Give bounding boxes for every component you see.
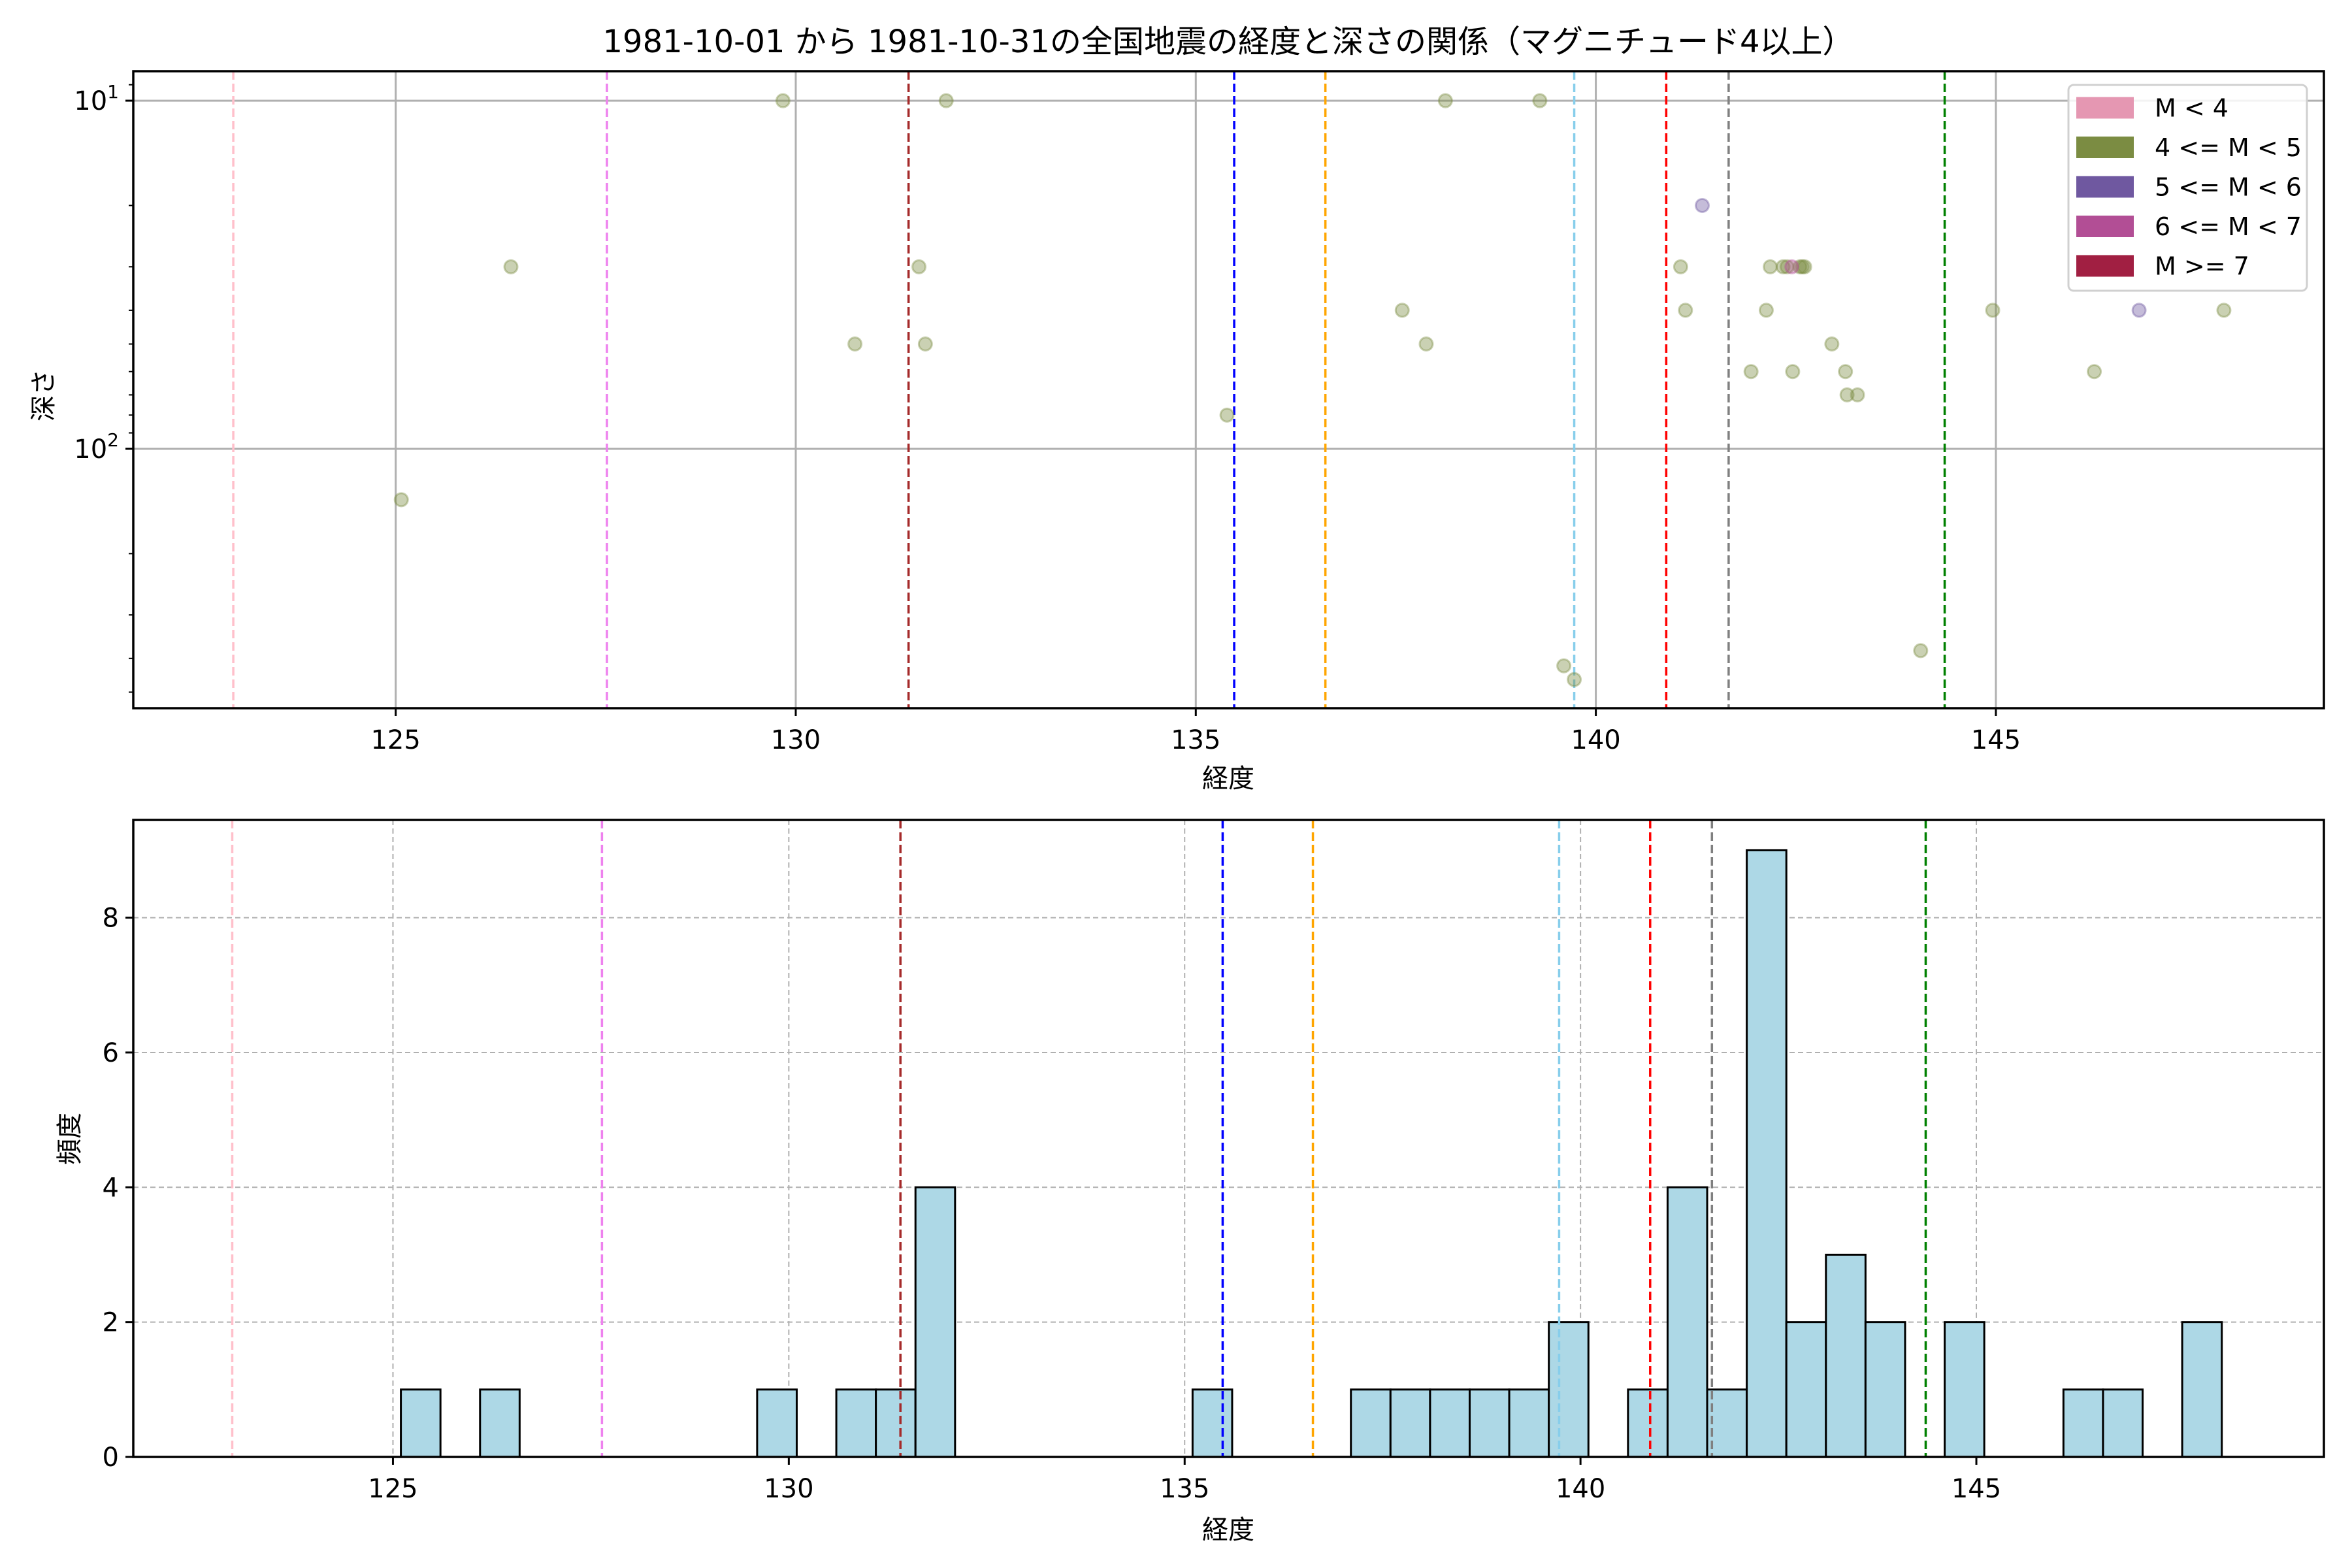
data-point <box>1784 259 1800 274</box>
legend-swatch <box>2076 176 2134 198</box>
x-tick-label: 135 <box>1160 1474 1209 1504</box>
data-point <box>2087 364 2102 380</box>
histogram-bar <box>1825 1253 1867 1458</box>
histogram-bar <box>1666 1186 1708 1458</box>
legend-box <box>2067 84 2308 292</box>
histogram-bar <box>1548 1321 1590 1458</box>
data-point <box>1797 259 1812 274</box>
y-tick-label: 2 <box>103 1308 119 1338</box>
data-point <box>1219 407 1235 423</box>
legend-swatch <box>2076 97 2134 119</box>
y-tick-label: 4 <box>103 1173 119 1203</box>
data-point <box>917 336 933 352</box>
legend-label: 5 <= M < 6 <box>2155 173 2302 202</box>
data-point <box>1985 302 2001 318</box>
histogram-bar <box>1706 1388 1748 1458</box>
data-point <box>847 336 863 352</box>
histogram-bar <box>1429 1388 1471 1458</box>
legend: M < 4 4 <= M < 5 5 <= M < 6 6 <= M < 7 M >= … <box>2067 84 2308 292</box>
legend-label: M >= 7 <box>2155 252 2249 281</box>
histogram-y-axis-label: 頻度 <box>55 1113 85 1165</box>
y-tick-label: 101 <box>74 81 119 116</box>
histogram-bar <box>1785 1321 1827 1458</box>
histogram-bar <box>1191 1388 1233 1458</box>
scatter-y-axis-label: 深さ <box>29 369 59 421</box>
histogram-bar <box>1350 1388 1392 1458</box>
histogram-bar <box>875 1388 917 1458</box>
legend-label: M < 4 <box>2155 94 2229 123</box>
y-tick-label: 6 <box>103 1038 119 1068</box>
histogram-chart: 125 130 135 140 145 0 2 4 6 8 <box>103 819 2325 1504</box>
data-point <box>1850 387 1865 402</box>
x-tick-label: 135 <box>1171 725 1220 755</box>
histogram-bar <box>835 1388 877 1458</box>
legend-swatch <box>2076 216 2134 237</box>
data-point <box>1785 364 1801 380</box>
data-point <box>1795 259 1810 274</box>
data-point <box>1913 643 1929 659</box>
plot-frame <box>132 70 2325 710</box>
histogram-bar <box>1389 1388 1431 1458</box>
scatter-chart: 125 130 135 140 145 101 102 M < 4 4 <= M < 5 5 <=… <box>74 70 2325 755</box>
data-point <box>393 492 409 508</box>
scatter-x-axis-label: 経度 <box>1202 764 1254 794</box>
data-point <box>1694 197 1710 213</box>
x-tick-label: 125 <box>368 1474 417 1504</box>
data-point <box>1532 93 1548 108</box>
x-tick-label: 130 <box>771 725 821 755</box>
data-point <box>1838 364 1854 380</box>
legend-swatch <box>2076 255 2134 277</box>
data-point <box>1763 259 1778 274</box>
histogram-bar <box>1627 1388 1669 1458</box>
data-point <box>1673 259 1688 274</box>
x-tick-label: 145 <box>1971 725 2021 755</box>
histogram-bar <box>400 1388 442 1458</box>
x-tick-label: 145 <box>1952 1474 2001 1504</box>
chart-title: 1981-10-01 から 1981-10-31の全国地震の経度と深さの関係（マ… <box>603 24 1854 60</box>
data-point <box>1775 259 1791 274</box>
y-tick-label: 0 <box>103 1443 119 1473</box>
data-point <box>2216 302 2232 318</box>
data-point <box>938 93 954 108</box>
histogram-bar <box>1746 849 1788 1458</box>
data-point <box>1839 387 1855 402</box>
x-tick-label: 140 <box>1556 1474 1605 1504</box>
data-point <box>1758 302 1774 318</box>
histogram-bar <box>2062 1388 2104 1458</box>
data-point <box>2131 302 2147 318</box>
histogram-bar <box>1944 1321 1985 1458</box>
y-tick-label: 8 <box>103 904 119 934</box>
data-point <box>1824 336 1840 352</box>
data-point <box>1418 336 1434 352</box>
x-tick-label: 140 <box>1571 725 1620 755</box>
data-point <box>1567 672 1582 687</box>
histogram-bar <box>2102 1388 2144 1458</box>
x-tick-label: 125 <box>370 725 420 755</box>
legend-swatch <box>2076 137 2134 158</box>
legend-label: 4 <= M < 5 <box>2155 133 2302 162</box>
data-point <box>911 259 927 274</box>
data-point <box>1792 259 1808 274</box>
histogram-bar <box>479 1388 521 1458</box>
data-point <box>1678 302 1693 318</box>
histogram-bar <box>756 1388 798 1458</box>
histogram-bar <box>2181 1321 2223 1458</box>
legend-label: 6 <= M < 7 <box>2155 212 2302 241</box>
y-tick-label: 102 <box>74 429 119 465</box>
data-point <box>1437 93 1453 108</box>
x-tick-label: 130 <box>764 1474 813 1504</box>
histogram-x-axis-label: 経度 <box>1202 1515 1254 1545</box>
histogram-bar <box>1508 1388 1550 1458</box>
data-point <box>1394 302 1410 318</box>
histogram-bar <box>914 1186 956 1458</box>
data-point <box>1743 364 1759 380</box>
data-point <box>775 93 791 108</box>
data-point <box>1779 259 1795 274</box>
histogram-bar <box>1468 1388 1511 1458</box>
data-point <box>503 259 519 274</box>
plot-frame <box>132 819 2325 1458</box>
data-point <box>1556 658 1572 674</box>
histogram-bar <box>1864 1321 1906 1458</box>
